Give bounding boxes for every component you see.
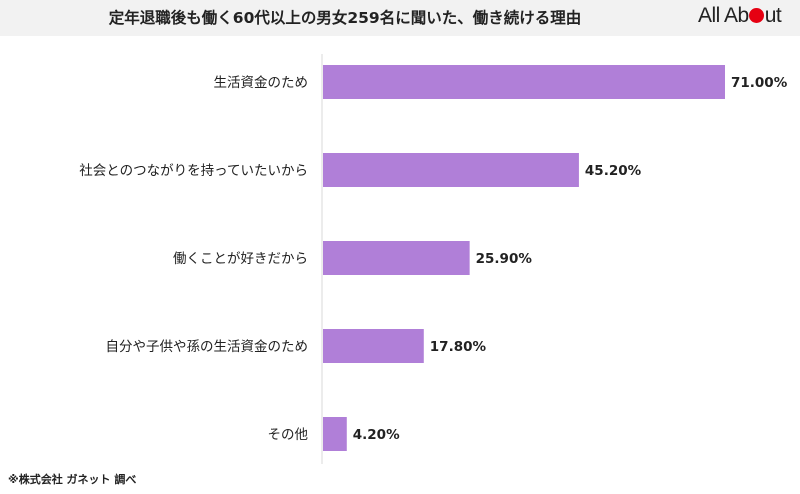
category-label-2: 社会とのつながりを持っていたいから <box>79 163 308 179</box>
value-label-5: 4.20% <box>353 427 400 443</box>
chart-title: 定年退職後も働く60代以上の男女259名に聞いた、働き続ける理由 <box>108 9 582 27</box>
bars-group: 生活資金のため 71.00% 社会とのつながりを持っていたいから 45.20% 働くこと… <box>79 65 788 451</box>
category-label-4: 自分や子供や孫の生活資金のため <box>106 339 309 355</box>
bar-3 <box>323 241 470 275</box>
value-label-2: 45.20% <box>585 163 642 179</box>
value-label-4: 17.80% <box>430 339 487 355</box>
category-label-3: 働くことが好きだから <box>173 251 308 267</box>
chart-header: 定年退職後も働く60代以上の男女259名に聞いた、働き続ける理由 All Ab u… <box>0 0 800 36</box>
bar-1 <box>323 65 725 99</box>
value-label-3: 25.90% <box>476 251 533 267</box>
bar-5 <box>323 417 347 451</box>
logo-red-dot-icon <box>749 8 765 23</box>
bar-chart: 生活資金のため 71.00% 社会とのつながりを持っていたいから 45.20% 働くこと… <box>79 54 788 464</box>
logo-text-start: All Ab <box>698 4 749 27</box>
logo-text-end: ut <box>764 4 782 27</box>
category-label-1: 生活資金のため <box>214 75 309 91</box>
bar-2 <box>323 153 579 187</box>
allabout-logo: All Ab ut <box>698 4 782 32</box>
bar-4 <box>323 329 424 363</box>
source-note: ※株式会社 ガネット 調べ <box>8 473 137 486</box>
category-label-5: その他 <box>268 427 309 443</box>
value-label-1: 71.00% <box>731 75 788 91</box>
